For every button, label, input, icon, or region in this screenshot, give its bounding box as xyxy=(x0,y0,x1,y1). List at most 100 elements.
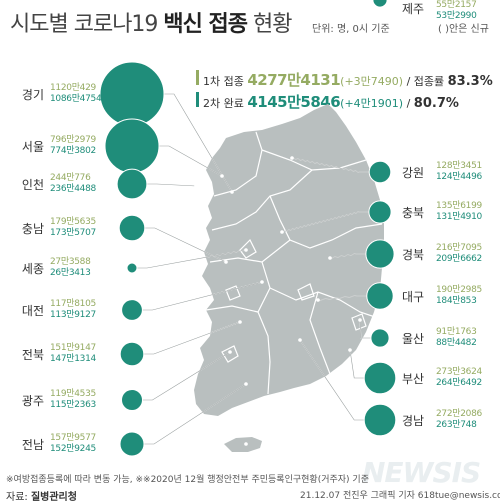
region-name-울산: 울산 xyxy=(402,332,425,346)
second-dose-rate: 80.7% xyxy=(413,96,459,111)
region-values-대전: 117만8105 113만9127 xyxy=(50,299,96,321)
second-dose-value-서울: 774만3802 xyxy=(50,146,96,156)
leader-line-dark-울산 xyxy=(359,319,371,339)
jeju-map-shape xyxy=(224,437,262,452)
first-dose-value-제주: 55만2157 xyxy=(436,0,477,10)
region-values-경기: 1120만429 1086만4754 xyxy=(50,83,102,105)
map-dot-부산 xyxy=(348,348,352,352)
leader-line-dark-대전 xyxy=(142,281,263,311)
second-dose-rate-label: / xyxy=(406,97,411,110)
map-dot-세종 xyxy=(244,248,248,252)
second-dose-value-제주: 53만2990 xyxy=(436,11,477,21)
region-values-경북: 216만7095 209만6662 xyxy=(436,243,482,265)
region-values-전남: 157만9577 152만9245 xyxy=(50,433,96,455)
region-name-서울: 서울 xyxy=(21,140,44,154)
page-title: 시도별 코로나19 백신 접종 현황 xyxy=(10,12,293,37)
first-dose-value-인천: 244만776 xyxy=(50,173,91,183)
source: 자료: 질병관리청 xyxy=(6,492,77,503)
bubble-광주 xyxy=(121,389,143,411)
unit-note: 단위: 명, 0시 기준 xyxy=(312,24,390,35)
second-dose-label: 2차 완료 xyxy=(203,97,244,110)
first-dose-rate: 83.3% xyxy=(447,74,493,89)
region-values-세종: 27만3588 26만3413 xyxy=(50,257,91,279)
first-dose-value-충남: 179만5635 xyxy=(50,217,96,227)
region-name-대구: 대구 xyxy=(402,290,425,304)
second-dose-value-울산: 88만4482 xyxy=(436,338,477,348)
first-dose-value-경남: 272만2086 xyxy=(436,409,482,419)
first-dose-value-강원: 128만3451 xyxy=(436,161,482,171)
bubble-전남 xyxy=(119,431,145,457)
region-name-충북: 충북 xyxy=(402,206,425,220)
bubble-경기 xyxy=(99,61,165,127)
bubble-울산 xyxy=(370,328,390,348)
region-name-광주: 광주 xyxy=(21,394,44,408)
leader-line-dark-충북 xyxy=(281,211,369,233)
leader-line-dark-대구 xyxy=(317,295,367,301)
leader-line-dark-인천 xyxy=(146,183,197,187)
region-name-전남: 전남 xyxy=(21,438,44,452)
map-dot-충북 xyxy=(280,230,284,234)
first-dose-value-대전: 117만8105 xyxy=(50,299,96,309)
second-dose-value-부산: 264만6492 xyxy=(436,378,482,388)
leader-line-dark-부산 xyxy=(349,349,365,379)
map-dot-전북 xyxy=(238,320,242,324)
leader-lines xyxy=(137,93,371,445)
first-dose-value-대구: 190만2985 xyxy=(436,285,482,295)
first-dose-value-경북: 216만7095 xyxy=(436,243,482,253)
region-values-충남: 179만5635 173만5707 xyxy=(50,217,96,239)
region-name-세종: 세종 xyxy=(21,262,44,276)
region-name-경북: 경북 xyxy=(402,248,425,262)
first-dose-value-울산: 91만1763 xyxy=(436,327,477,337)
second-dose-summary: 2차 완료 4145만5846(+4만1901) / 80.7% xyxy=(203,91,459,112)
first-dose-value-전남: 157만9577 xyxy=(50,433,96,443)
second-dose-total: 4145만5846 xyxy=(247,93,341,111)
credit: 21.12.07 전진우 그래픽 기자 618tue@newsis.com xyxy=(300,491,500,501)
region-name-강원: 강원 xyxy=(402,166,425,180)
first-dose-label: 1차 접종 xyxy=(203,75,244,88)
region-values-부산: 273만3624 264만6492 xyxy=(436,367,482,389)
bubble-부산 xyxy=(363,361,397,395)
region-values-강원: 128만3451 124만4496 xyxy=(436,161,482,183)
second-dose-value-인천: 236만4488 xyxy=(50,184,96,194)
map-dot-제주 xyxy=(244,442,248,446)
second-dose-value-충북: 131만4910 xyxy=(436,212,482,222)
first-dose-value-서울: 796만2979 xyxy=(50,135,96,145)
map-dot-충남 xyxy=(224,260,228,264)
second-dose-value-대전: 113만9127 xyxy=(50,310,96,320)
bubble-전북 xyxy=(119,341,145,367)
region-name-경남: 경남 xyxy=(402,414,425,428)
map-dot-서울 xyxy=(220,174,224,178)
region-values-서울: 796만2979 774만3802 xyxy=(50,135,96,157)
bubble-인천 xyxy=(116,168,148,200)
second-dose-value-경남: 263만748 xyxy=(436,420,477,430)
leader-line-dark-강원 xyxy=(291,157,370,173)
first-dose-value-세종: 27만3588 xyxy=(50,257,91,267)
bubble-서울 xyxy=(104,118,160,174)
mainland-map-shape xyxy=(194,104,384,416)
region-name-제주: 제주 xyxy=(402,2,425,16)
bubble-경남 xyxy=(363,403,397,437)
bubbles xyxy=(99,0,397,457)
first-dose-value-전북: 151만9147 xyxy=(50,343,96,353)
region-borders xyxy=(205,131,383,395)
bubble-강원 xyxy=(368,160,392,184)
second-dose-value-경기: 1086만4754 xyxy=(50,94,102,104)
region-name-충남: 충남 xyxy=(21,222,44,236)
second-dose-value-전북: 147만1314 xyxy=(50,354,96,364)
region-name-인천: 인천 xyxy=(21,178,44,192)
second-dose-value-충남: 173만5707 xyxy=(50,228,96,238)
region-name-부산: 부산 xyxy=(402,372,425,386)
source-name: 질병관리청 xyxy=(30,492,77,503)
paren-note: ( )안은 신규 xyxy=(438,24,489,35)
region-values-울산: 91만1763 88만4482 xyxy=(436,327,477,349)
region-markers xyxy=(194,156,362,446)
map-dot-대전 xyxy=(260,280,264,284)
bubble-충북 xyxy=(368,200,392,224)
map-dot-경기 xyxy=(230,190,234,194)
second-dose-value-대구: 184만853 xyxy=(436,296,477,306)
region-values-대구: 190만2985 184만853 xyxy=(436,285,482,307)
bubble-세종 xyxy=(126,262,138,274)
map-dot-경남 xyxy=(298,338,302,342)
first-dose-value-광주: 119만4535 xyxy=(50,389,96,399)
